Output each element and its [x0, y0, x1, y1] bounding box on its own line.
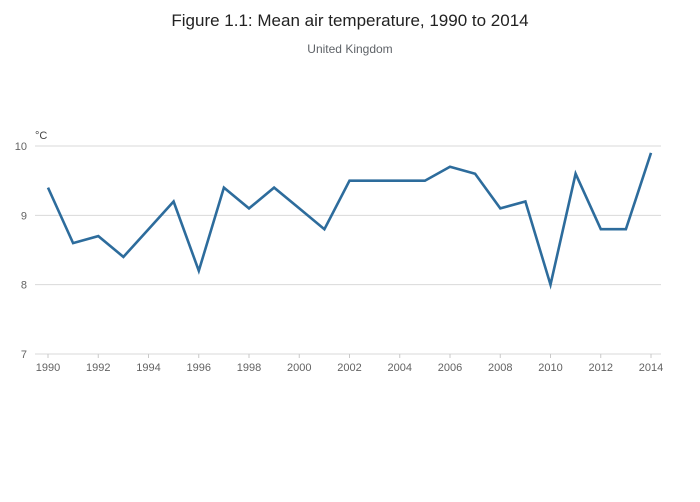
- svg-text:1992: 1992: [86, 362, 110, 374]
- svg-text:7: 7: [21, 349, 27, 361]
- svg-text:1996: 1996: [187, 362, 211, 374]
- chart-header: Figure 1.1: Mean air temperature, 1990 t…: [0, 0, 700, 56]
- svg-text:2002: 2002: [337, 362, 361, 374]
- svg-text:10: 10: [15, 141, 27, 153]
- figure-title: Figure 1.1: Mean air temperature, 1990 t…: [171, 11, 529, 30]
- svg-text:2014: 2014: [639, 362, 663, 374]
- svg-text:1990: 1990: [36, 362, 60, 374]
- line-chart: 7 8 9 10 °C 1990 1992 1994 1996 1998 2000 2002 2004 2…: [15, 130, 663, 374]
- svg-text:°C: °C: [35, 130, 47, 142]
- svg-text:1994: 1994: [136, 362, 160, 374]
- svg-text:2012: 2012: [589, 362, 613, 374]
- svg-text:2010: 2010: [538, 362, 562, 374]
- svg-text:2004: 2004: [388, 362, 412, 374]
- svg-text:2000: 2000: [287, 362, 311, 374]
- svg-text:2008: 2008: [488, 362, 512, 374]
- figure-subtitle: United Kingdom: [307, 42, 393, 57]
- svg-text:8: 8: [21, 280, 27, 292]
- svg-text:2006: 2006: [438, 362, 462, 374]
- svg-text:1998: 1998: [237, 362, 261, 374]
- svg-text:9: 9: [21, 210, 27, 222]
